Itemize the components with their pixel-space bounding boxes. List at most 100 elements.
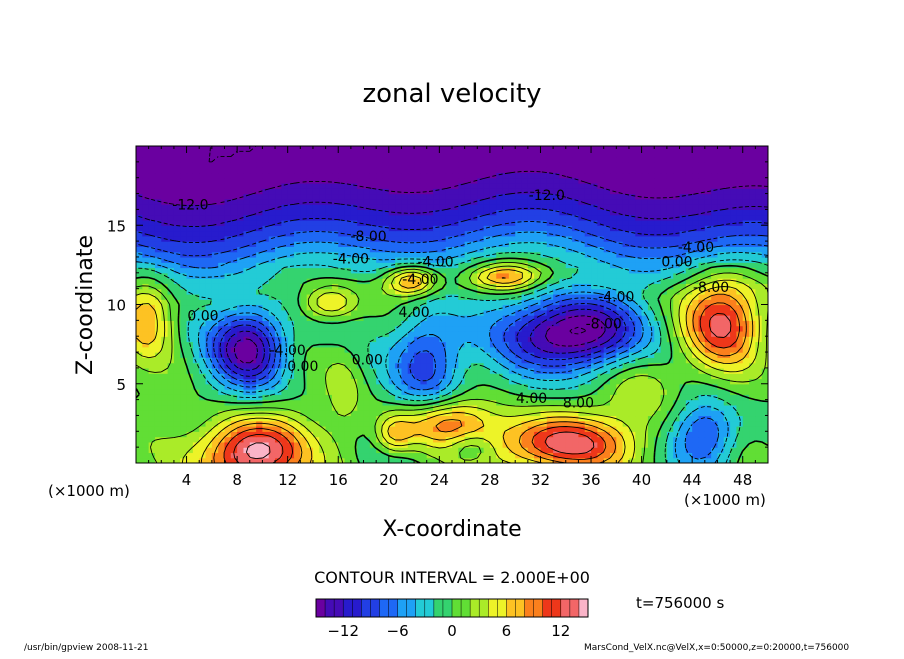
- heat-cell: [142, 330, 150, 337]
- heat-cell: [256, 309, 263, 316]
- heat-cell: [584, 325, 592, 332]
- heat-cell: [540, 336, 548, 343]
- heat-cell: [534, 404, 542, 411]
- heat-cell: [344, 241, 352, 247]
- heat-cell: [420, 198, 428, 205]
- heat-cell: [508, 394, 516, 401]
- heat-cell: [603, 389, 611, 395]
- heat-cell: [730, 426, 737, 432]
- heat-cell: [559, 399, 567, 406]
- heat-cell: [755, 325, 763, 332]
- heat-cell: [142, 293, 150, 300]
- heat-cell: [654, 272, 662, 279]
- heat-cell: [464, 315, 472, 321]
- heat-cell: [654, 410, 662, 417]
- heat-cell: [711, 426, 719, 432]
- heat-cell: [420, 309, 428, 316]
- heat-cell: [294, 241, 301, 247]
- heat-cell: [167, 283, 175, 290]
- heat-cell: [331, 383, 339, 390]
- heat-cell: [180, 410, 188, 417]
- heat-cell: [534, 346, 542, 353]
- heat-cell: [736, 235, 744, 242]
- heat-cell: [369, 336, 377, 343]
- heat-cell: [534, 225, 542, 232]
- heat-cell: [357, 214, 365, 221]
- heat-cell: [452, 357, 459, 364]
- heat-cell: [420, 267, 428, 274]
- heat-cell: [344, 352, 352, 358]
- heat-cell: [742, 214, 750, 221]
- heat-cell: [502, 367, 510, 374]
- heat-cell: [243, 209, 251, 216]
- heat-cell: [325, 235, 333, 242]
- heat-cell: [565, 198, 573, 205]
- heat-cell: [458, 325, 466, 332]
- heat-cell: [660, 341, 668, 348]
- heat-cell: [584, 267, 592, 274]
- heat-cell: [186, 394, 194, 401]
- heat-cell: [553, 267, 561, 274]
- heat-cell: [205, 304, 213, 311]
- heat-cell: [350, 309, 358, 316]
- heat-cell: [761, 336, 768, 343]
- heat-cell: [515, 267, 523, 274]
- heat-cell: [647, 447, 655, 454]
- heat-cell: [161, 336, 169, 343]
- heat-cell: [180, 441, 188, 448]
- heat-cell: [300, 209, 308, 216]
- heat-cell: [603, 341, 611, 348]
- heat-cell: [376, 214, 384, 221]
- heat-cell: [717, 426, 725, 432]
- heat-cell: [546, 241, 554, 247]
- heat-cell: [218, 367, 226, 374]
- heat-cell: [420, 241, 428, 247]
- heat-cell: [319, 272, 327, 279]
- heat-cell: [502, 373, 510, 380]
- heat-cell: [338, 214, 346, 221]
- heat-cell: [654, 209, 662, 216]
- heat-cell: [578, 447, 586, 454]
- heat-cell: [565, 383, 573, 390]
- heat-cell: [622, 441, 630, 448]
- heat-cell: [262, 341, 270, 348]
- heat-cell: [508, 262, 516, 269]
- heat-cell: [275, 431, 282, 438]
- heat-cell: [755, 410, 763, 417]
- heat-cell: [527, 404, 535, 411]
- heat-cell: [685, 235, 693, 242]
- heat-cell: [597, 373, 605, 380]
- heat-cell: [154, 378, 162, 385]
- heat-cell: [173, 367, 181, 374]
- heat-cell: [357, 225, 365, 232]
- heat-cell: [761, 431, 768, 438]
- heat-cell: [546, 262, 554, 269]
- heat-cell: [470, 426, 478, 432]
- heat-cell: [515, 426, 523, 432]
- heat-cell: [256, 288, 263, 295]
- heat-cell: [660, 441, 668, 448]
- heat-cell: [679, 299, 687, 306]
- heat-cell: [312, 330, 320, 337]
- heat-cell: [673, 304, 681, 311]
- heat-cell: [666, 262, 674, 269]
- heat-cell: [483, 204, 491, 210]
- heat-cell: [761, 241, 768, 247]
- heat-cell: [711, 198, 719, 205]
- heat-cell: [230, 225, 238, 232]
- heat-cell: [148, 415, 156, 422]
- heat-cell: [496, 357, 504, 364]
- heat-cell: [673, 241, 681, 247]
- heat-cell: [761, 320, 768, 327]
- heat-cell: [312, 346, 320, 353]
- heat-cell: [249, 214, 257, 221]
- heat-cell: [275, 410, 282, 417]
- heat-cell: [527, 241, 535, 247]
- heat-cell: [521, 394, 529, 401]
- heat-cell: [711, 452, 719, 459]
- heat-cell: [306, 447, 314, 454]
- heat-cell: [180, 362, 188, 369]
- heat-cell: [452, 404, 459, 411]
- heat-cell: [698, 330, 706, 337]
- heat-cell: [666, 346, 674, 353]
